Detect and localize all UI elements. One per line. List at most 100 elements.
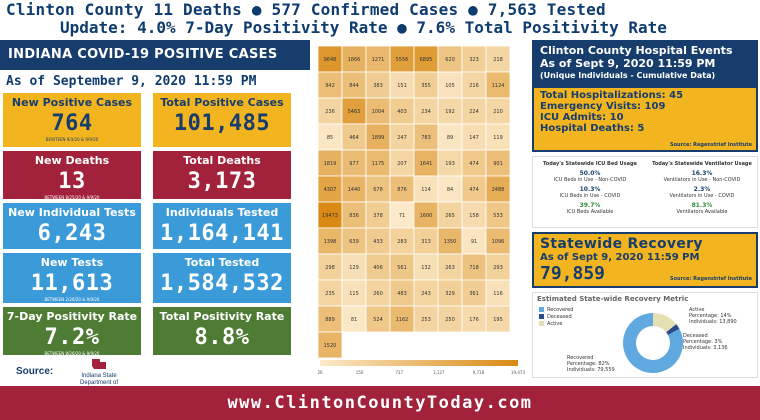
header-line-1: Clinton County 11 Deaths ● 577 Confirmed… bbox=[6, 0, 606, 19]
tile-value: 6,243 bbox=[37, 221, 107, 246]
hospital-stats: Total Hospitalizations: 45 Emergency Vis… bbox=[534, 88, 756, 136]
county-cell bbox=[317, 227, 343, 255]
recovery-metric-chart: Estimated State-wide Recovery Metric Rec… bbox=[532, 292, 758, 378]
county-cell bbox=[365, 175, 391, 203]
legend-swatch-active bbox=[539, 321, 544, 326]
county-value: 783 bbox=[421, 135, 431, 141]
donut-label-recovered-name: Recovered bbox=[567, 355, 594, 361]
county-value: 89 bbox=[447, 135, 453, 141]
county-value: 1819 bbox=[324, 161, 337, 167]
donut-label-deceased-pct: Percentage: 3% bbox=[683, 339, 723, 345]
county-cell bbox=[461, 279, 487, 307]
tile-value: 8.8% bbox=[194, 325, 250, 350]
indiana-banner: INDIANA COVID-19 POSITIVE CASES bbox=[0, 40, 310, 70]
tile-subtitle: BETWEEN 2/26/20 & 9/9/20 bbox=[44, 297, 100, 302]
donut-slice-active bbox=[653, 313, 677, 333]
county-cell bbox=[413, 97, 439, 125]
vent-a-pct: 16.3% bbox=[691, 170, 713, 177]
county-value: 474 bbox=[469, 161, 479, 167]
county-cell bbox=[341, 123, 367, 151]
county-value: 193 bbox=[445, 161, 455, 167]
county-value: 283 bbox=[397, 239, 407, 245]
county-value: 5556 bbox=[396, 57, 409, 63]
vent-c-label: Ventilators Available bbox=[676, 209, 728, 215]
county-cell bbox=[317, 45, 343, 73]
county-cell bbox=[485, 201, 511, 229]
county-value: 1520 bbox=[324, 343, 337, 349]
recovery-donut-svg bbox=[623, 313, 683, 373]
county-cell bbox=[437, 279, 463, 307]
county-cell bbox=[461, 305, 487, 333]
county-cell bbox=[413, 71, 439, 99]
tile-value: 1,584,532 bbox=[160, 271, 284, 296]
legend-label-recovered: Recovered bbox=[547, 307, 574, 313]
statewide-bed-usage: Today's Statewide ICU Bed Usage 50.0% IC… bbox=[532, 156, 758, 228]
vent-title: Today's Statewide Ventilator Usage bbox=[652, 161, 752, 167]
county-cell bbox=[317, 279, 343, 307]
county-cell bbox=[365, 253, 391, 281]
county-value: 378 bbox=[373, 213, 383, 219]
tile-new-individual-tests: New Individual Tests 6,243 bbox=[2, 202, 142, 250]
hospital-stat-emergency: Emergency Visits: 109 bbox=[540, 101, 666, 112]
county-value: 876 bbox=[397, 187, 407, 193]
donut-label-deceased-count: Individuals: 3,136 bbox=[683, 345, 728, 351]
icu-bed-usage: Today's Statewide ICU Bed Usage 50.0% IC… bbox=[535, 161, 645, 215]
donut-label-active-pct: Percentage: 14% bbox=[689, 313, 732, 319]
county-cell bbox=[341, 97, 367, 125]
donut-label-active-name: Active bbox=[689, 307, 705, 313]
county-map-svg: 9648 1866 1271 5556 6895 620 323 218 942 844 383 15… bbox=[317, 45, 525, 375]
donut-label-deceased: Deceased Percentage: 3% Individuals: 3,1… bbox=[683, 333, 728, 351]
tile-total-tested: Total Tested 1,584,532 bbox=[152, 252, 292, 304]
county-value: 84 bbox=[447, 187, 453, 193]
county-value: 298 bbox=[325, 265, 335, 271]
county-value: 19473 bbox=[322, 213, 338, 219]
county-value: 1162 bbox=[396, 317, 409, 323]
tile-individuals-tested: Individuals Tested 1,164,141 bbox=[152, 202, 292, 250]
as-of-date: As of September 9, 2020 11:59 PM bbox=[6, 74, 257, 89]
tile-subtitle: BETWEEN 8/26/20 & 9/9/20 bbox=[44, 351, 100, 356]
tile-value: 7.2% bbox=[44, 325, 100, 350]
county-value: 9648 bbox=[324, 57, 337, 63]
county-cell bbox=[341, 227, 367, 255]
county-cell bbox=[365, 45, 391, 73]
donut-label-recovered: Recovered Percentage: 82% Individuals: 7… bbox=[567, 355, 615, 373]
tile-value: 13 bbox=[58, 169, 86, 194]
hospital-stat-hospitalizations: Total Hospitalizations: 45 bbox=[540, 90, 684, 101]
tile-new-positive-cases: New Positive Cases 764 BEWTEEN 9/3/20 & … bbox=[2, 92, 142, 148]
donut-label-deceased-name: Deceased bbox=[683, 333, 708, 339]
county-cell bbox=[437, 71, 463, 99]
hospital-source: Source: Regenstrief Institute bbox=[669, 142, 752, 148]
donut-label-recovered-count: Individuals: 79,559 bbox=[567, 367, 615, 373]
county-value: 361 bbox=[469, 291, 479, 297]
donut-slice-recovered bbox=[623, 313, 683, 373]
county-cell bbox=[461, 45, 487, 73]
county-value: 253 bbox=[421, 317, 431, 323]
county-value: 942 bbox=[325, 83, 335, 89]
county-value: 115 bbox=[349, 291, 359, 297]
tile-value: 101,485 bbox=[173, 111, 271, 136]
county-value: 483 bbox=[397, 291, 407, 297]
hospital-as-of: As of Sept 9, 2020 11:59 PM bbox=[540, 57, 716, 70]
header: Clinton County 11 Deaths ● 577 Confirmed… bbox=[0, 0, 760, 38]
tile-title: Total Positive Cases bbox=[160, 96, 284, 109]
county-value: 81 bbox=[351, 317, 357, 323]
county-cell bbox=[389, 279, 415, 307]
county-value: 105 bbox=[445, 83, 455, 89]
tile-total-positivity: Total Positivity Rate 8.8% bbox=[152, 306, 292, 356]
legend-swatch-recovered bbox=[539, 307, 544, 312]
tile-total-deaths: Total Deaths 3,173 bbox=[152, 150, 292, 200]
county-value: 116 bbox=[493, 291, 503, 297]
county-value: 718 bbox=[469, 265, 479, 271]
tile-title: Total Tested bbox=[184, 256, 260, 269]
county-cell bbox=[317, 253, 343, 281]
county-value: 114 bbox=[421, 187, 431, 193]
county-cell bbox=[317, 123, 343, 151]
county-value: 474 bbox=[469, 187, 479, 193]
county-value: 844 bbox=[349, 83, 359, 89]
recovery-value: 79,859 bbox=[540, 263, 606, 284]
left-panel: INDIANA COVID-19 POSITIVE CASES As of Se… bbox=[0, 40, 310, 393]
tile-value: 1,164,141 bbox=[160, 221, 284, 246]
footer-website[interactable]: www.ClintonCountyToday.com bbox=[0, 386, 760, 420]
county-value: 403 bbox=[397, 109, 407, 115]
tile-title: New Deaths bbox=[34, 154, 110, 167]
